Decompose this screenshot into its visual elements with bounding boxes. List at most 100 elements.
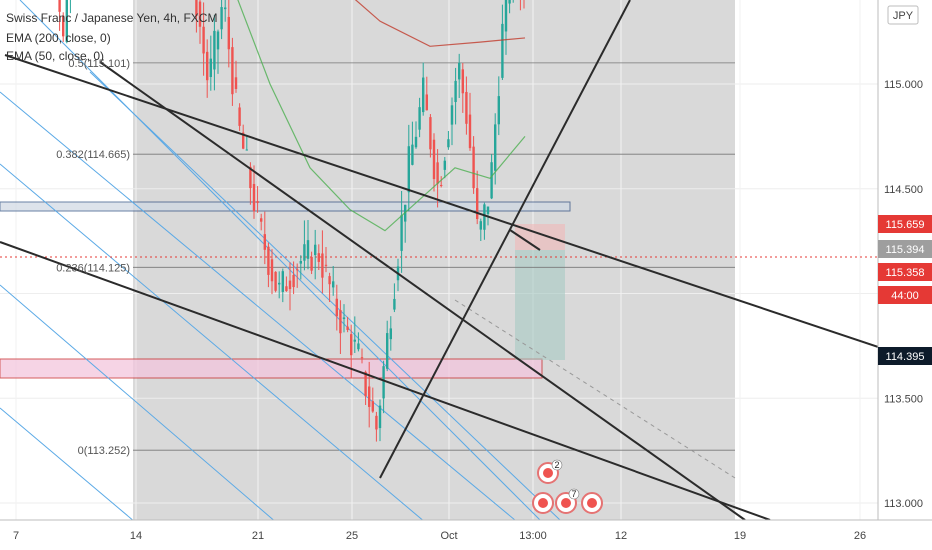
candle <box>209 35 212 91</box>
candle <box>501 4 504 80</box>
indicator-ema-50: EMA (50, close, 0) <box>6 49 104 63</box>
candle <box>436 149 439 208</box>
fib-level-label: 0.236(114.125) <box>56 262 130 274</box>
time-tick-label: 13:00 <box>519 530 547 542</box>
candle <box>483 202 486 240</box>
candle <box>461 63 464 113</box>
candle <box>213 14 216 91</box>
candle <box>224 0 227 22</box>
candle <box>468 92 472 151</box>
candle <box>411 121 414 166</box>
candle <box>58 0 61 31</box>
candle <box>407 124 410 212</box>
event-marker[interactable] <box>532 492 554 514</box>
svg-text:115.358: 115.358 <box>886 267 925 279</box>
ema-50-line[interactable] <box>60 0 526 232</box>
candle <box>375 411 378 442</box>
channel-lines[interactable] <box>0 0 561 550</box>
candle <box>303 220 306 271</box>
support-zone[interactable] <box>0 358 543 379</box>
candle <box>440 176 443 188</box>
currency-button[interactable]: JPY <box>887 5 919 25</box>
price-tick-label: 113.500 <box>884 393 923 405</box>
candle <box>260 213 263 231</box>
candle <box>508 0 511 14</box>
svg-text:115.659: 115.659 <box>886 219 925 231</box>
position-target-area[interactable] <box>515 250 565 360</box>
trend-lines[interactable] <box>0 0 932 521</box>
candle <box>364 370 367 406</box>
price-badge: 115.394 <box>878 240 932 258</box>
candle <box>245 136 248 151</box>
candle <box>519 0 521 11</box>
time-tick-label: 26 <box>854 530 866 542</box>
event-count: 7 <box>571 489 576 499</box>
candle <box>62 12 65 42</box>
fib-level-label: 0.382(114.665) <box>56 149 130 161</box>
candle <box>400 190 403 273</box>
candle <box>206 39 209 98</box>
candle <box>335 284 338 331</box>
price-badge: 115.358 <box>878 263 932 281</box>
candle <box>195 0 198 33</box>
candle <box>69 0 71 14</box>
candle <box>357 332 360 352</box>
candle <box>497 76 500 136</box>
price-tick-label: 115.000 <box>884 79 923 91</box>
candle <box>285 276 288 292</box>
event-marker[interactable]: 7 <box>555 488 580 514</box>
candle <box>476 170 479 225</box>
candle <box>458 53 461 98</box>
candle <box>242 124 245 150</box>
time-tick-label: 7 <box>13 530 19 542</box>
candle <box>310 251 313 275</box>
price-badges: 115.659 115.394 115.358 44:00 114.395 <box>878 215 932 365</box>
candle <box>432 133 436 192</box>
candle <box>288 262 292 311</box>
candle <box>393 283 396 313</box>
candle <box>227 0 230 68</box>
symbol-title: Swiss Franc / Japanese Yen, 4h, FXCM <box>6 11 217 25</box>
candle <box>454 67 457 125</box>
candle <box>443 157 446 179</box>
candle <box>65 0 68 44</box>
time-tick-label: 25 <box>346 530 358 542</box>
candle <box>231 37 234 106</box>
time-axis-ticks: 7 14 21 25 Oct 13:00 12 19 26 <box>13 530 866 542</box>
candle <box>321 230 324 294</box>
candle <box>360 348 364 364</box>
candle <box>198 0 202 44</box>
price-badge: 114.395 <box>878 347 932 365</box>
price-badge: 115.659 <box>878 215 932 233</box>
ema-200-line[interactable] <box>0 0 526 47</box>
candle <box>256 186 259 213</box>
candle <box>278 271 281 299</box>
candle <box>216 29 220 74</box>
price-axis[interactable] <box>878 0 932 520</box>
candle <box>267 242 270 288</box>
event-marker[interactable] <box>581 492 603 514</box>
candle <box>418 97 421 138</box>
time-tick-label: Oct <box>440 530 457 542</box>
candle <box>292 261 295 295</box>
event-marker[interactable]: 2 <box>537 459 563 484</box>
time-axis[interactable] <box>0 520 932 550</box>
candle <box>281 268 284 303</box>
candle <box>465 76 468 135</box>
fib-level-labels: 1(116.949)0.786(116.158)0.618(115.537)0.… <box>56 58 130 457</box>
candle <box>389 316 392 351</box>
candlestick-series[interactable] <box>1 0 525 442</box>
price-badge: 44:00 <box>878 286 932 304</box>
candle <box>314 229 317 280</box>
candle <box>523 0 525 9</box>
resistance-zone[interactable] <box>0 201 571 212</box>
time-tick-label: 14 <box>130 530 142 542</box>
candle <box>299 255 302 280</box>
economic-event-markers[interactable]: 2 7 <box>532 459 603 514</box>
price-tick-label: 113.000 <box>884 498 923 510</box>
candle <box>368 361 371 428</box>
time-tick-label: 19 <box>734 530 746 542</box>
event-count: 2 <box>554 460 559 470</box>
candle <box>238 103 241 131</box>
